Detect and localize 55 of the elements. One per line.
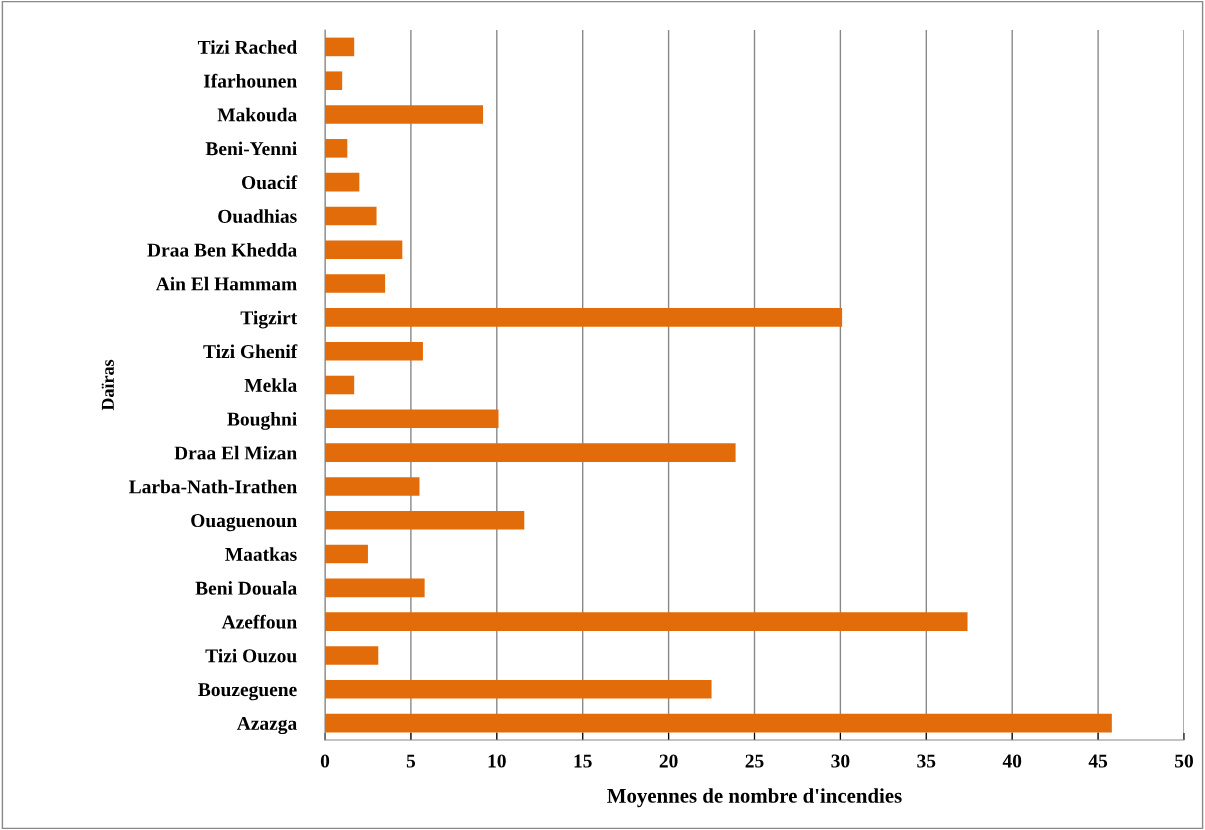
y-tick-label: Draa Ben Khedda	[147, 243, 297, 257]
y-tick-label: Larba-Nath-Irathen	[129, 479, 297, 494]
y-tick-label: Tizi Rached	[197, 40, 297, 54]
x-axis-title: Moyennes de nombre d'incendies	[607, 788, 902, 808]
x-tick-label: 50	[1175, 754, 1193, 768]
bar	[325, 172, 360, 192]
x-tick-label: 5	[406, 754, 416, 768]
bar	[325, 409, 499, 429]
y-tick-label: Tigzirt	[240, 310, 298, 329]
bar	[325, 578, 425, 598]
x-tick-label: 40	[1002, 754, 1022, 768]
bar	[325, 375, 355, 395]
x-tick-label: 0	[320, 754, 330, 768]
x-tick-label: 15	[574, 754, 592, 768]
y-tick-label: Makouda	[217, 107, 297, 122]
bar	[325, 510, 525, 530]
bar	[325, 71, 343, 91]
y-tick-label: Maatkas	[225, 547, 297, 561]
x-tick-label: 10	[488, 754, 506, 768]
x-tick-label: 20	[659, 754, 678, 768]
bar	[325, 612, 968, 631]
bar	[325, 240, 403, 260]
bar	[325, 477, 420, 496]
y-tick-label: Mekla	[244, 378, 297, 392]
y-tick-label: Azazga	[236, 716, 297, 735]
bar	[325, 443, 736, 462]
y-tick-label: Beni-Yenni	[205, 141, 297, 156]
bar	[325, 206, 377, 226]
y-axis-title: Daïras	[101, 359, 114, 411]
bar	[325, 544, 368, 564]
x-tick-label: 30	[831, 754, 850, 768]
bar	[325, 308, 843, 327]
bar	[325, 37, 355, 57]
y-tick-label: Ouaguenoun	[191, 514, 297, 532]
bar	[325, 139, 348, 158]
y-tick-label: Ouacif	[242, 175, 298, 190]
y-tick-label: Ifarhounen	[203, 73, 297, 88]
y-tick-label: Boughni	[227, 412, 297, 430]
bar	[325, 274, 386, 293]
y-tick-label: Beni Douala	[195, 581, 297, 595]
bar	[325, 105, 484, 124]
bar	[325, 713, 1112, 733]
bar	[325, 679, 712, 699]
y-tick-label: Tizi Ouzou	[205, 648, 297, 663]
x-tick-label: 45	[1088, 754, 1108, 768]
y-tick-label: Ouadhias	[218, 209, 297, 223]
y-tick-label: Azeffoun	[221, 614, 297, 629]
y-tick-label: Tizi Ghenif	[203, 344, 298, 359]
y-tick-label: Draa El Mizan	[174, 445, 297, 460]
bar	[325, 341, 423, 361]
x-tick-label: 35	[917, 754, 936, 768]
bar	[325, 646, 379, 665]
y-tick-label: Bouzeguene	[198, 683, 297, 701]
x-tick-label: 25	[745, 754, 764, 768]
y-tick-label: Ain El Hammam	[155, 276, 297, 291]
